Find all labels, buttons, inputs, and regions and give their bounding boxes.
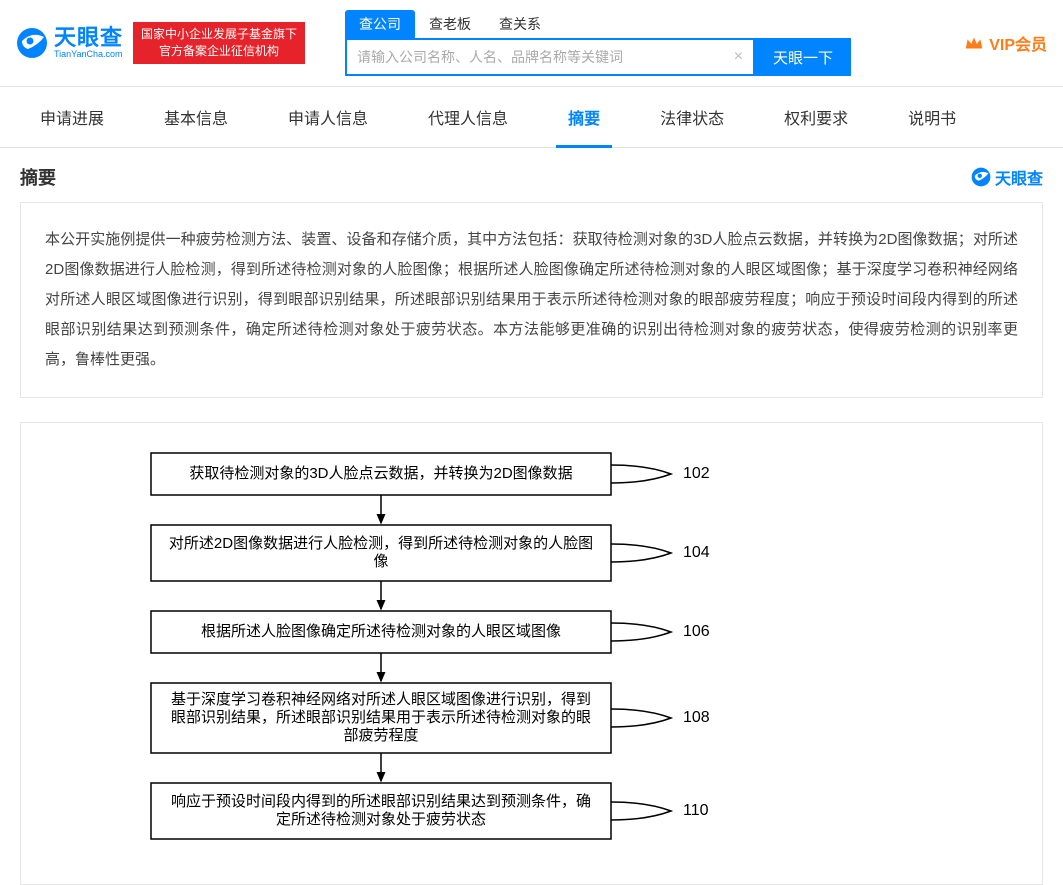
- flow-connector: [611, 544, 671, 562]
- abstract-box: 本公开实施例提供一种疲劳检测方法、装置、设备和存储介质，其中方法包括：获取待检测…: [20, 202, 1043, 398]
- flowchart-container: 获取待检测对象的3D人脸点云数据，并转换为2D图像数据 102 对所述2D图像数据进…: [20, 422, 1043, 885]
- tab-abstract[interactable]: 摘要: [538, 87, 630, 147]
- clear-icon[interactable]: ×: [724, 48, 753, 66]
- section-header: 摘要 天眼查: [0, 148, 1063, 202]
- search-tab-relation[interactable]: 查关系: [485, 10, 555, 38]
- search-box: ×: [345, 38, 755, 76]
- section-title: 摘要: [20, 164, 56, 190]
- flow-node-id: 110: [683, 802, 709, 819]
- flow-node-text: 像: [373, 553, 388, 570]
- brand-right[interactable]: 天眼查: [971, 165, 1043, 189]
- flow-node-id: 104: [683, 544, 710, 561]
- brand-right-icon: [971, 167, 991, 187]
- flow-node-id: 102: [683, 465, 710, 482]
- search-tab-company[interactable]: 查公司: [345, 10, 415, 38]
- flow-node-id: 108: [683, 709, 710, 726]
- flow-node-text: 根据所述人脸图像确定所述待检测对象的人眼区域图像: [201, 623, 561, 640]
- flow-node-text: 眼部识别结果，所述眼部识别结果用于表示所述待检测对象的眼: [171, 709, 591, 726]
- vip-label: VIP会员: [989, 31, 1047, 55]
- header: 天眼查 TianYanCha.com 国家中小企业发展子基金旗下 官方备案企业征…: [0, 0, 1063, 87]
- logo-text-sub: TianYanCha.com: [54, 50, 123, 60]
- vip-link[interactable]: VIP会员: [963, 31, 1047, 55]
- flow-node-text: 获取待检测对象的3D人脸点云数据，并转换为2D图像数据: [189, 465, 572, 482]
- logo[interactable]: 天眼查 TianYanCha.com: [16, 26, 123, 60]
- flow-node-id: 106: [683, 623, 710, 640]
- flow-node-text: 部疲劳程度: [343, 727, 418, 744]
- search-input[interactable]: [347, 49, 724, 65]
- flow-connector: [611, 465, 671, 483]
- flow-node-text: 定所述待检测对象处于疲劳状态: [276, 811, 486, 828]
- search-tab-boss[interactable]: 查老板: [415, 10, 485, 38]
- search-button[interactable]: 天眼一下: [755, 38, 851, 76]
- flow-connector: [611, 709, 671, 727]
- flow-node-text: 基于深度学习卷积神经网络对所述人眼区域图像进行识别，得到: [171, 691, 591, 708]
- logo-text-main: 天眼查: [54, 26, 123, 50]
- flowchart: 获取待检测对象的3D人脸点云数据，并转换为2D图像数据 102 对所述2D图像数据进…: [21, 443, 741, 849]
- tab-progress[interactable]: 申请进展: [10, 87, 134, 147]
- flow-node-text: 响应于预设时间段内得到的所述眼部识别结果达到预测条件，确: [171, 792, 591, 810]
- nav-tabs: 申请进展 基本信息 申请人信息 代理人信息 摘要 法律状态 权利要求 说明书: [0, 87, 1063, 148]
- crown-icon: [963, 32, 985, 54]
- brand-right-label: 天眼查: [995, 165, 1043, 189]
- search-section: 查公司 查老板 查关系 × 天眼一下: [345, 10, 851, 76]
- tab-claims[interactable]: 权利要求: [754, 87, 878, 147]
- flow-connector: [611, 623, 671, 641]
- tab-spec[interactable]: 说明书: [878, 87, 986, 147]
- search-tabs: 查公司 查老板 查关系: [345, 10, 851, 38]
- flow-connector: [611, 802, 671, 820]
- logo-icon: [16, 27, 48, 59]
- tab-agent[interactable]: 代理人信息: [398, 87, 538, 147]
- flow-node-text: 对所述2D图像数据进行人脸检测，得到所述待检测对象的人脸图: [169, 535, 593, 552]
- red-badge: 国家中小企业发展子基金旗下 官方备案企业征信机构: [133, 22, 305, 64]
- tab-basic[interactable]: 基本信息: [134, 87, 258, 147]
- tab-legal[interactable]: 法律状态: [630, 87, 754, 147]
- tab-applicant[interactable]: 申请人信息: [258, 87, 398, 147]
